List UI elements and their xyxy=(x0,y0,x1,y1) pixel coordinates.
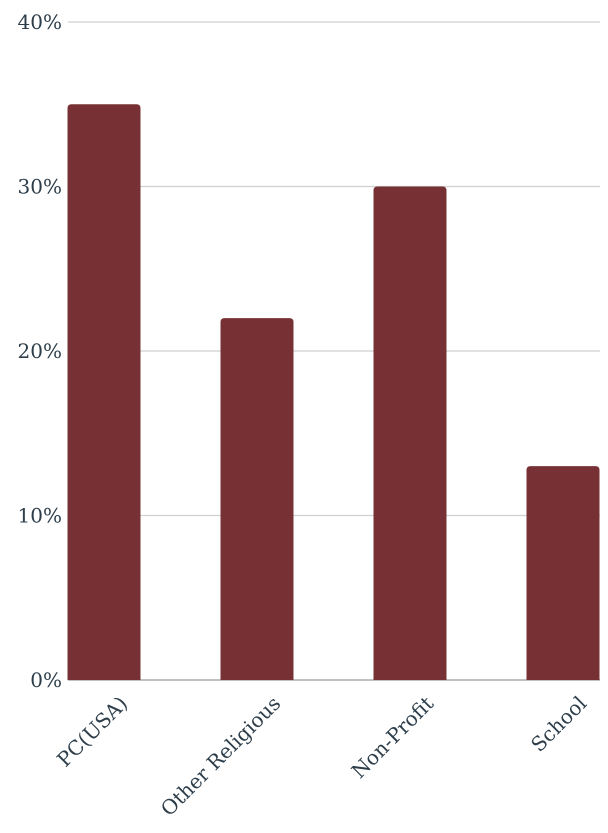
x-category-label: PC(USA) xyxy=(52,691,132,771)
y-axis-ticks: 0% 10% 20% 30% 40% xyxy=(18,10,62,692)
bar xyxy=(67,104,141,680)
bar xyxy=(220,318,294,680)
y-tick-label: 0% xyxy=(30,668,62,692)
bar xyxy=(526,466,600,680)
y-tick-label: 30% xyxy=(18,175,62,199)
x-category-label: Other Religious xyxy=(156,691,285,821)
x-category-label: School xyxy=(526,691,591,756)
y-tick-label: 40% xyxy=(18,10,62,34)
bars xyxy=(67,104,600,680)
y-tick-label: 10% xyxy=(18,504,62,528)
gridlines xyxy=(68,21,600,681)
bar xyxy=(373,186,447,680)
y-tick-label: 20% xyxy=(18,339,62,363)
x-axis-labels: PC(USA) Other Religious Non-Profit School xyxy=(52,691,591,821)
x-category-label: Non-Profit xyxy=(347,691,439,783)
